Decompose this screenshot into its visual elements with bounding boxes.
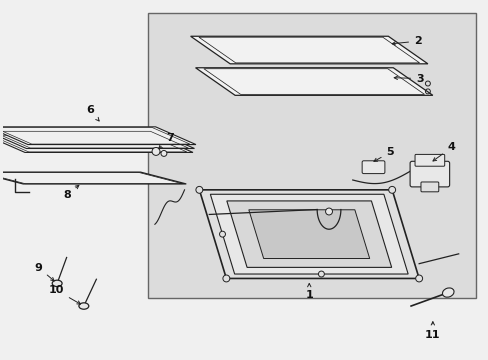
Circle shape <box>415 275 422 282</box>
Polygon shape <box>0 131 194 148</box>
Text: 7: 7 <box>159 132 173 149</box>
Circle shape <box>325 208 332 215</box>
Polygon shape <box>190 36 427 64</box>
Polygon shape <box>210 194 407 274</box>
Text: 2: 2 <box>391 36 421 46</box>
Text: 8: 8 <box>63 185 79 200</box>
Circle shape <box>318 271 324 277</box>
Text: 11: 11 <box>424 322 440 339</box>
Text: 3: 3 <box>393 73 423 84</box>
Text: 4: 4 <box>432 143 455 161</box>
FancyBboxPatch shape <box>362 161 384 174</box>
FancyBboxPatch shape <box>409 161 449 187</box>
Circle shape <box>161 150 166 156</box>
Circle shape <box>196 186 203 193</box>
Ellipse shape <box>52 280 62 287</box>
Polygon shape <box>0 172 186 184</box>
Circle shape <box>219 231 225 237</box>
Polygon shape <box>0 135 193 152</box>
Text: 10: 10 <box>49 285 81 304</box>
Polygon shape <box>199 190 418 278</box>
Circle shape <box>152 148 160 156</box>
Polygon shape <box>0 127 196 145</box>
Bar <box>148 13 475 298</box>
Ellipse shape <box>442 288 453 297</box>
Text: 9: 9 <box>34 262 54 281</box>
Ellipse shape <box>79 303 89 309</box>
Polygon shape <box>248 210 369 258</box>
Polygon shape <box>226 201 391 267</box>
Polygon shape <box>195 68 432 95</box>
Text: 1: 1 <box>305 283 312 300</box>
Text: 5: 5 <box>373 147 393 161</box>
Circle shape <box>388 186 395 193</box>
FancyBboxPatch shape <box>414 154 444 166</box>
Circle shape <box>223 275 229 282</box>
Text: 6: 6 <box>86 105 99 121</box>
FancyBboxPatch shape <box>420 182 438 192</box>
